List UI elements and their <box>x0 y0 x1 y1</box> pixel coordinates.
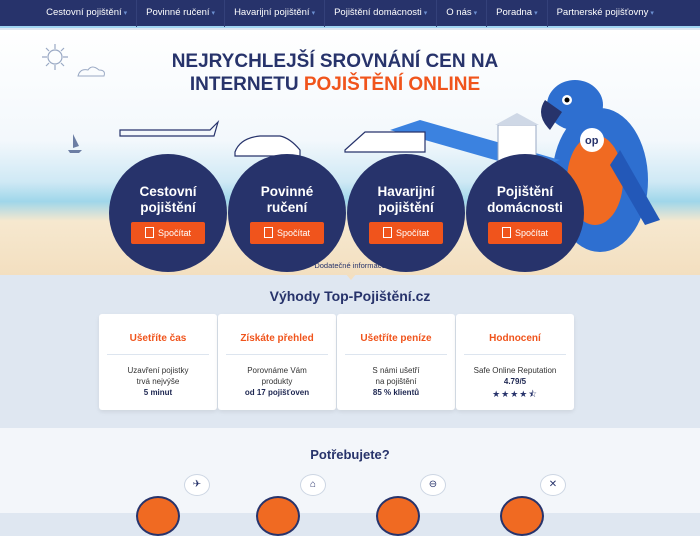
chevron-down-icon: ▾ <box>473 10 478 17</box>
calculator-icon <box>501 227 511 238</box>
nav-label: Havarijní pojištění <box>234 7 310 18</box>
chevron-down-icon: ▾ <box>311 10 316 17</box>
chevron-down-icon: ▾ <box>534 10 538 17</box>
card-text: Uzavření pojistky <box>127 366 189 375</box>
nav-poradna[interactable]: Poradna ▾ <box>487 0 548 27</box>
cloud-icon <box>77 66 105 77</box>
benefit-card: Ušetříte čas Uzavření pojistky trvá nejvýš… <box>99 314 217 410</box>
character-head <box>136 496 180 536</box>
card-title: Ušetříte peníze <box>345 333 447 355</box>
card-highlight: 85 % klientů <box>372 388 420 397</box>
card-text: produkty <box>261 377 293 386</box>
crash-drawing <box>344 131 426 153</box>
nav-label: Partnerské pojišťovny <box>556 7 649 18</box>
button-label: Spočítat <box>157 228 192 238</box>
chevron-down-icon: ▾ <box>423 10 428 17</box>
product-label: pojištění <box>140 200 196 215</box>
product-label: ručení <box>266 200 308 215</box>
title-part: INTERNETU <box>189 74 304 95</box>
sailboat-icon <box>68 134 82 153</box>
nav-cestovni[interactable]: Cestovní pojištění ▾ <box>37 0 138 27</box>
down-arrow-icon <box>345 273 357 280</box>
product-label: pojištění <box>378 200 434 215</box>
hero: op NEJRYCHLEJŠÍ SROVNÁNÍ CEN NA INTERNET… <box>0 30 700 275</box>
car-drawing <box>234 135 301 157</box>
calculate-button[interactable]: Spočítat <box>250 222 324 244</box>
nav-label: O nás <box>446 7 472 18</box>
card-text: S námi ušetří <box>372 366 420 375</box>
benefit-cards: Ušetříte čas Uzavření pojistky trvá nejvýš… <box>99 314 574 410</box>
car-icon: ⊖ <box>420 474 446 496</box>
product-label: Havarijní <box>377 184 435 199</box>
star-rating-icon: ★★★★⯪ <box>492 389 538 399</box>
product-povinne[interactable]: Povinné ručení Spočítat <box>228 154 346 272</box>
card-highlight: 5 minut <box>143 388 173 397</box>
sun-icon <box>42 44 68 70</box>
rating-value: 4.79/5 <box>503 377 527 386</box>
calculate-button[interactable]: Spočítat <box>131 222 205 244</box>
needs-title: Potřebujete? <box>310 447 390 462</box>
calculator-icon <box>263 227 273 238</box>
title-highlight: POJIŠTĚNÍ ONLINE <box>303 74 481 95</box>
svg-text:op: op <box>585 135 599 147</box>
button-label: Spočítat <box>395 228 430 238</box>
top-nav: Cestovní pojištění ▾ Povinné ručení ▾ Hava… <box>0 0 700 28</box>
card-title: Hodnocení <box>464 333 566 355</box>
benefit-card: Ušetříte peníze S námi ušetří na pojištění… <box>337 314 455 410</box>
crash-icon: ✕ <box>540 474 566 496</box>
product-domacnosti[interactable]: Pojištění domácnosti Spočítat <box>466 154 584 272</box>
airplane-icon: ✈ <box>184 474 210 496</box>
character-head <box>376 496 420 536</box>
chevron-down-icon: ▾ <box>123 10 128 17</box>
nav-havarijni[interactable]: Havarijní pojištění ▾ <box>225 0 326 27</box>
product-label: Cestovní <box>139 184 197 199</box>
button-label: Spočítat <box>514 228 549 238</box>
nav-povinne[interactable]: Povinné ručení ▾ <box>137 0 226 27</box>
plane-drawing <box>119 119 220 137</box>
product-label: Pojištění <box>496 184 554 199</box>
card-highlight: od 17 pojišťoven <box>244 388 310 397</box>
calculator-icon <box>144 227 154 238</box>
title-line2: INTERNETU POJIŠTĚNÍ ONLINE <box>150 73 520 96</box>
product-label: Povinné <box>260 184 314 199</box>
nav-o-nas[interactable]: O nás ▾ <box>437 0 488 27</box>
card-text: Porovnáme Vám <box>247 366 307 375</box>
calculate-button[interactable]: Spočítat <box>369 222 443 244</box>
calculate-button[interactable]: Spočítat <box>488 222 562 244</box>
character-head <box>500 496 544 536</box>
hero-title: NEJRYCHLEJŠÍ SROVNÁNÍ CEN NA INTERNETU P… <box>150 50 520 96</box>
nav-label: Poradna <box>496 7 533 18</box>
calculator-icon <box>382 227 392 238</box>
character-head <box>256 496 300 536</box>
card-title: Získáte přehled <box>226 333 328 355</box>
more-info-link[interactable]: Dodatečné informace <box>314 261 386 270</box>
card-text: Safe Online Reputation <box>473 366 557 375</box>
product-label: domácnosti <box>487 200 563 215</box>
button-label: Spočítat <box>276 228 311 238</box>
benefits-title: Výhody Top-Pojištění.cz <box>269 288 431 304</box>
nav-label: Povinné ručení <box>146 7 210 18</box>
benefit-card: Získáte přehled Porovnáme Vám produkty od 1… <box>218 314 336 410</box>
needs-section <box>0 428 700 513</box>
house-icon: ⌂ <box>300 474 326 496</box>
product-cestovni[interactable]: Cestovní pojištění Spočítat <box>109 154 227 272</box>
card-text: na pojištění <box>375 377 417 386</box>
nav-label: Cestovní pojištění <box>46 7 122 18</box>
card-text: trvá nejvýše <box>136 377 180 386</box>
nav-label: Pojištění domácnosti <box>334 7 422 18</box>
rating-card[interactable]: Hodnocení Safe Online Reputation 4.79/5 ★★★… <box>456 314 574 410</box>
card-title: Ušetříte čas <box>107 333 209 355</box>
product-havarijni[interactable]: Havarijní pojištění Spočítat <box>347 154 465 272</box>
nav-domacnosti[interactable]: Pojištění domácnosti ▾ <box>325 0 438 27</box>
title-line1: NEJRYCHLEJŠÍ SROVNÁNÍ CEN NA <box>171 51 499 72</box>
chevron-down-icon: ▾ <box>211 10 216 17</box>
nav-partnerske[interactable]: Partnerské pojišťovny ▾ <box>548 0 663 27</box>
chevron-down-icon: ▾ <box>650 10 654 17</box>
